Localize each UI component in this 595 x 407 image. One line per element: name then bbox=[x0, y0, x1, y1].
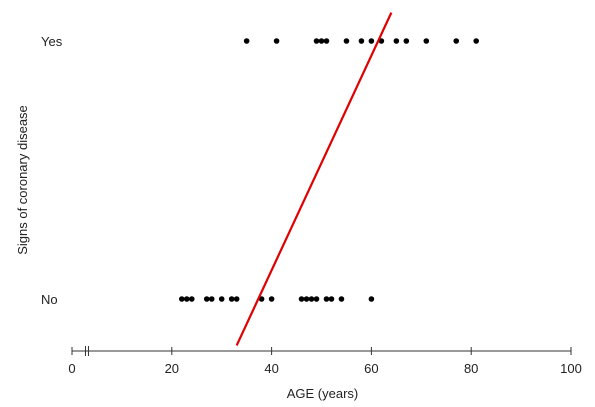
y-axis-title: Signs of coronary disease bbox=[15, 105, 30, 255]
point-no-1 bbox=[183, 296, 190, 302]
point-no-13 bbox=[313, 296, 320, 302]
fit-line bbox=[235, 12, 393, 346]
point-no-9 bbox=[268, 296, 275, 302]
x-tick-label-0: 0 bbox=[68, 361, 75, 376]
point-no-16 bbox=[338, 296, 345, 302]
point-no-5 bbox=[218, 296, 225, 302]
x-tick-label-80: 80 bbox=[464, 361, 478, 376]
point-yes-5 bbox=[343, 38, 350, 44]
point-no-15 bbox=[328, 296, 335, 302]
point-yes-2 bbox=[313, 38, 320, 44]
point-no-6 bbox=[228, 296, 235, 302]
y-category-label-no: No bbox=[41, 292, 58, 307]
point-yes-1 bbox=[273, 38, 280, 44]
x-axis-break bbox=[84, 346, 89, 356]
point-no-0 bbox=[178, 296, 185, 302]
x-axis-ticks: 0 20 40 60 80 100 bbox=[68, 347, 582, 376]
point-no-8 bbox=[258, 296, 265, 302]
point-yes-6 bbox=[358, 38, 365, 44]
point-yes-7 bbox=[368, 38, 375, 44]
point-no-10 bbox=[298, 296, 305, 302]
x-tick-label-60: 60 bbox=[364, 361, 378, 376]
y-category-label-yes: Yes bbox=[41, 34, 63, 49]
point-yes-11 bbox=[423, 38, 430, 44]
x-tick-label-40: 40 bbox=[264, 361, 278, 376]
x-tick-label-20: 20 bbox=[165, 361, 179, 376]
point-yes-0 bbox=[243, 38, 250, 44]
point-yes-3 bbox=[318, 38, 325, 44]
point-no-7 bbox=[233, 296, 240, 302]
point-yes-12 bbox=[453, 38, 460, 44]
point-yes-4 bbox=[323, 38, 330, 44]
point-no-4 bbox=[208, 296, 215, 302]
data-points bbox=[178, 38, 479, 302]
point-no-12 bbox=[308, 296, 315, 302]
point-no-2 bbox=[188, 296, 195, 302]
x-axis: 0 20 40 60 80 100 bbox=[68, 346, 582, 376]
point-yes-13 bbox=[473, 38, 479, 44]
y-axis-categories: No Yes bbox=[41, 34, 63, 307]
point-no-14 bbox=[323, 296, 330, 302]
point-yes-10 bbox=[403, 38, 410, 44]
x-axis-title: AGE (years) bbox=[287, 386, 359, 401]
point-no-17 bbox=[368, 296, 375, 302]
point-no-3 bbox=[203, 296, 210, 302]
x-tick-label-100: 100 bbox=[560, 361, 582, 376]
point-yes-9 bbox=[393, 38, 400, 44]
point-no-11 bbox=[303, 296, 310, 302]
